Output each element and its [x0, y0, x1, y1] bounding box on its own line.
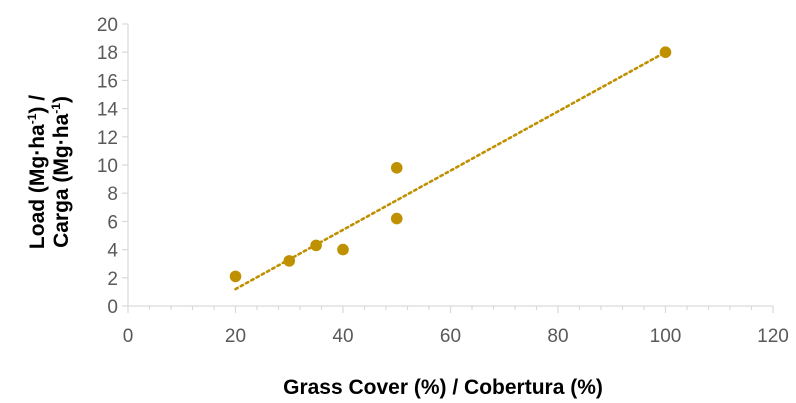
- y-tick-label: 12: [97, 128, 118, 149]
- y-axis-title-line-2-superscript: -1: [49, 103, 63, 114]
- data-point: [659, 46, 672, 58]
- data-point: [310, 239, 322, 252]
- y-axis-title-line-1-end: ) /: [26, 95, 49, 114]
- trendline: [234, 50, 667, 291]
- y-tick-label: 6: [107, 212, 118, 233]
- data-point: [337, 243, 349, 256]
- data-points: [229, 46, 672, 283]
- trendline-group: [234, 50, 667, 291]
- x-tick-label: 0: [123, 326, 134, 347]
- x-axis-title: Grass Cover (%) / Cobertura (%): [283, 376, 603, 399]
- y-tick-label: 20: [97, 15, 118, 36]
- x-tick-label: 20: [225, 326, 246, 347]
- y-tick-label: 4: [107, 241, 118, 262]
- y-axis-title-line-2-main: Carga (Mg·ha: [50, 113, 73, 247]
- y-axis-title-line-2-end: ): [50, 96, 73, 103]
- x-tick-label: 60: [440, 326, 461, 347]
- x-tick-label: 100: [650, 326, 682, 347]
- y-axis-tick-labels: 0 2 4 6 8 10 12 14 16 18 20: [97, 15, 119, 318]
- data-point: [283, 255, 296, 267]
- y-tick-label: 2: [107, 269, 118, 290]
- y-tick-label: 16: [97, 71, 118, 92]
- data-point: [390, 162, 403, 174]
- y-axis-title-line-2: Carga (Mg·ha-1): [49, 96, 73, 248]
- y-axis-title-line-1-main: Load (Mg·ha: [26, 124, 49, 249]
- y-axis-title: Load (Mg·ha-1) / Carga (Mg·ha-1): [25, 95, 73, 249]
- x-tick-label: 80: [547, 326, 568, 347]
- y-tick-label: 10: [97, 156, 118, 177]
- y-axis-title-line-1: Load (Mg·ha-1) /: [25, 95, 49, 249]
- y-axis-title-line-1-superscript: -1: [25, 113, 39, 124]
- y-tick-label: 0: [107, 297, 118, 318]
- x-tick-label: 120: [757, 326, 789, 347]
- data-point: [390, 212, 403, 225]
- y-tick-label: 14: [97, 100, 119, 121]
- y-tick-label: 18: [97, 43, 118, 64]
- data-point: [229, 270, 242, 283]
- x-tick-label: 40: [332, 326, 353, 347]
- x-axis-tick-labels: 0 20 40 60 80 100 120: [123, 326, 789, 347]
- plot-area: [122, 23, 774, 313]
- y-tick-label: 8: [107, 184, 118, 205]
